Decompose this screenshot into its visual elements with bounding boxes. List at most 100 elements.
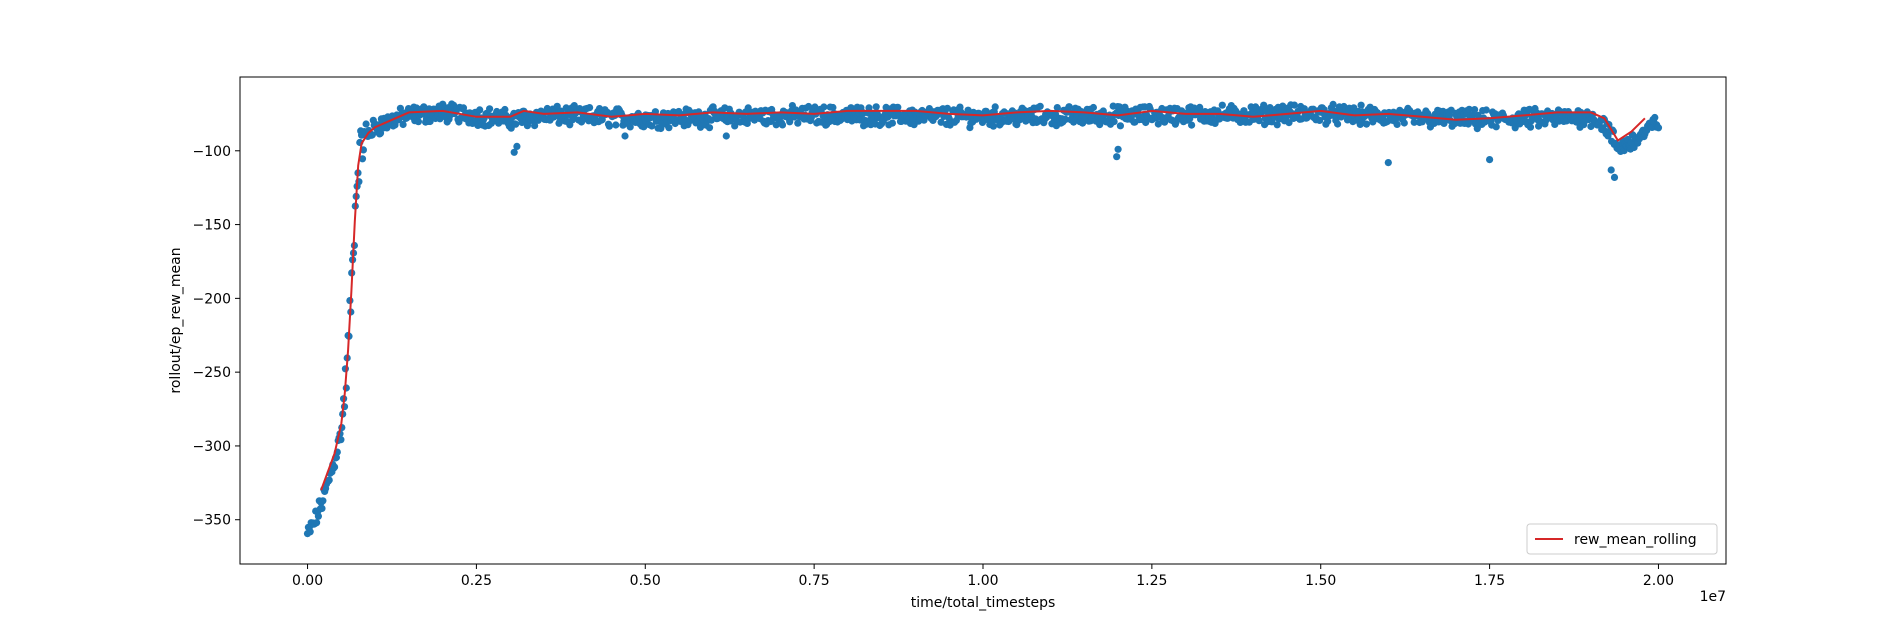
scatter-point: [1300, 105, 1308, 113]
scatter-point: [476, 106, 484, 114]
scatter-point: [778, 121, 787, 129]
scatter-point: [1053, 104, 1061, 112]
scatter-point: [313, 519, 321, 527]
scatter-point: [331, 463, 339, 471]
scatter-point: [1273, 121, 1281, 129]
scatter-point: [1290, 101, 1298, 109]
scatter-point: [595, 105, 604, 113]
scatter-point: [1218, 101, 1226, 109]
axes-frame: [239, 76, 1727, 565]
scatter-point: [648, 122, 656, 130]
scatter-point: [937, 118, 945, 126]
scatter-point: [1526, 123, 1535, 131]
scatter-point: [513, 142, 521, 150]
scatter-point: [459, 104, 468, 112]
scatter-point: [362, 120, 370, 128]
scatter-point: [829, 103, 837, 112]
scatter-point: [1316, 116, 1324, 124]
scatter-point: [1465, 105, 1473, 113]
scatter-point: [1196, 103, 1204, 111]
scatter-point: [1188, 121, 1196, 129]
scatter-point: [486, 105, 494, 113]
rolling-mean-line: [320, 109, 1646, 491]
scatter-point: [705, 124, 714, 132]
scatter-point: [341, 365, 349, 373]
scatter-point: [414, 118, 422, 126]
scatter-point: [1384, 159, 1392, 167]
scatter-point: [501, 105, 509, 114]
scatter-point: [531, 122, 539, 130]
scatter-point: [1285, 119, 1293, 127]
scatter-point: [1260, 101, 1268, 109]
x-tick-label: 0.50: [630, 573, 661, 589]
scatter-point: [399, 120, 407, 129]
scatter-point: [1096, 121, 1104, 129]
scatter-point: [621, 132, 629, 140]
scatter-point: [626, 123, 634, 131]
scatter-point: [1607, 166, 1615, 174]
scatter-point: [888, 119, 897, 127]
scatter-point: [1114, 145, 1122, 153]
y-tick-label: −100: [193, 144, 231, 160]
x-tick-label: 0.25: [461, 573, 492, 589]
scatter-point: [510, 148, 518, 156]
scatter-point: [306, 528, 314, 536]
scatter-point: [805, 102, 813, 111]
scatter-point: [722, 132, 730, 140]
x-tick-label: 0.00: [292, 573, 323, 589]
x-axis-ticks: 0.00 0.25 0.50 0.75 1.00 1.25 1.50 1.75 2.00: [292, 564, 1674, 589]
scatter-point: [744, 104, 752, 112]
scatter-point: [1610, 173, 1619, 181]
scatter-point: [1393, 120, 1401, 128]
scatter-point: [1089, 103, 1097, 112]
x-tick-label: 0.75: [799, 573, 830, 589]
legend: rew_mean_rolling: [1526, 523, 1718, 555]
scatter-point: [982, 107, 990, 115]
scatter-point: [865, 104, 873, 112]
scatter-point: [1329, 100, 1337, 108]
scatter-point: [1116, 122, 1124, 130]
y-tick-label: −150: [193, 218, 231, 234]
scatter-point: [358, 155, 367, 163]
scatter-point: [586, 104, 594, 112]
scatter-point: [1065, 103, 1073, 111]
scatter-point: [989, 122, 998, 130]
scatter-point: [1061, 115, 1070, 123]
scatter-point: [1113, 153, 1121, 161]
x-tick-label: 1.50: [1305, 573, 1336, 589]
scatter-point: [1492, 123, 1500, 131]
scatter-point: [894, 103, 902, 111]
scatter-point: [325, 476, 333, 484]
scatter-point: [318, 504, 326, 512]
y-tick-label: −350: [193, 513, 231, 529]
y-tick-label: −250: [193, 365, 231, 381]
scatter-point: [1410, 118, 1418, 126]
x-axis-label: time/total_timesteps: [911, 595, 1056, 611]
scatter-point: [426, 117, 434, 126]
scatter-point: [1334, 120, 1342, 128]
x-tick-label: 2.00: [1643, 573, 1674, 589]
y-axis-label: rollout/ep_rew_mean: [168, 247, 184, 393]
scatter-point: [943, 104, 952, 112]
scatter-point: [1255, 117, 1263, 125]
scatter-point: [665, 124, 673, 132]
legend-label: rew_mean_rolling: [1574, 532, 1697, 548]
rolling-mean-path: [320, 109, 1646, 491]
scatter-point: [1482, 106, 1490, 114]
scatter-point: [512, 120, 520, 128]
scatter-point: [605, 122, 614, 130]
x-tick-label: 1.25: [1136, 573, 1167, 589]
x-tick-label: 1.75: [1474, 573, 1505, 589]
scatter-points: [303, 100, 1663, 538]
x-tick-label: 1.00: [967, 573, 998, 589]
scatter-point: [420, 103, 428, 111]
scatter-point: [794, 119, 802, 127]
scatter-point: [731, 122, 739, 130]
scatter-point: [1654, 124, 1663, 132]
scatter-point: [1651, 113, 1659, 122]
scatter-point: [1471, 106, 1479, 114]
scatter-point: [612, 121, 620, 129]
scatter-point: [1362, 120, 1371, 128]
scatter-point: [1400, 119, 1408, 127]
